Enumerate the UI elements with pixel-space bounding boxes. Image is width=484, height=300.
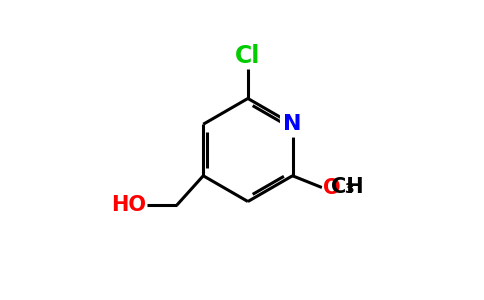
Text: 3: 3 xyxy=(344,182,354,196)
Text: CH: CH xyxy=(331,177,363,197)
Text: O: O xyxy=(323,178,341,197)
Text: Cl: Cl xyxy=(235,44,260,68)
Text: N: N xyxy=(283,114,302,134)
Text: HO: HO xyxy=(111,195,146,215)
